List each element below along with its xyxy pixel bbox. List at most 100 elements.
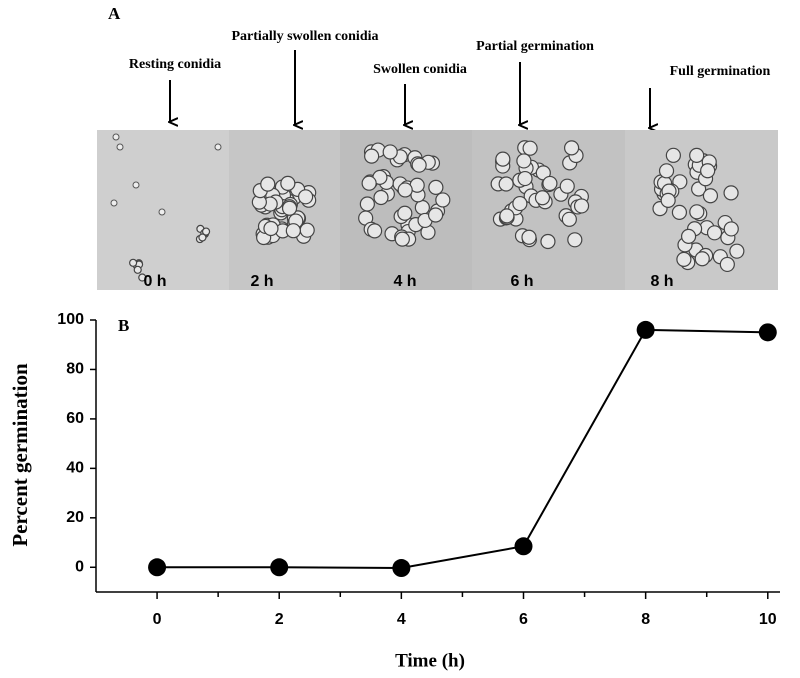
panel-a: A Resting conidia Partially swollen conidi… bbox=[97, 4, 778, 290]
cell bbox=[512, 195, 528, 212]
time-label: 6 h bbox=[510, 273, 533, 290]
cell bbox=[700, 163, 716, 179]
cell bbox=[706, 225, 723, 241]
cell bbox=[133, 265, 142, 274]
cell bbox=[260, 176, 276, 192]
data-point bbox=[514, 537, 533, 556]
data-point bbox=[392, 559, 411, 578]
time-label: 8 h bbox=[650, 273, 673, 290]
y-tick-label: 80 bbox=[66, 361, 84, 378]
cell bbox=[561, 211, 577, 227]
cell bbox=[138, 273, 147, 282]
cell bbox=[498, 176, 514, 192]
panel-label: A bbox=[108, 4, 121, 23]
cell bbox=[361, 175, 377, 191]
cell bbox=[516, 153, 532, 169]
annotation: Resting conidia bbox=[129, 57, 221, 72]
y-tick-label: 60 bbox=[66, 410, 84, 427]
annotation: Swollen conidia bbox=[373, 62, 467, 77]
y-tick-label: 20 bbox=[66, 509, 84, 526]
cell bbox=[281, 200, 298, 216]
cell bbox=[671, 204, 688, 221]
panel-b: B 0 20 40 60 80 100 0 2 4 6 8 10 Time (h) Percent germ… bbox=[8, 311, 780, 671]
annotation: Partially swollen conidia bbox=[232, 29, 379, 44]
cell bbox=[689, 147, 705, 164]
cell bbox=[559, 178, 575, 194]
y-tick-label: 100 bbox=[57, 311, 84, 328]
data-point bbox=[758, 323, 777, 342]
cell bbox=[427, 207, 444, 223]
time-label: 2 h bbox=[250, 273, 273, 290]
cell bbox=[110, 199, 118, 207]
data-point bbox=[636, 320, 655, 339]
cell bbox=[534, 190, 551, 206]
cell bbox=[364, 148, 380, 164]
cell bbox=[382, 144, 398, 160]
x-tick-label: 10 bbox=[759, 611, 777, 628]
cell bbox=[263, 220, 279, 237]
cell bbox=[132, 181, 140, 189]
cell bbox=[280, 175, 296, 191]
cell bbox=[397, 205, 413, 221]
x-axis-label: Time (h) bbox=[395, 650, 465, 671]
cell bbox=[723, 221, 739, 237]
cell bbox=[517, 170, 533, 187]
y-tick-label: 40 bbox=[66, 460, 84, 477]
cell bbox=[719, 256, 735, 273]
cell bbox=[298, 189, 314, 205]
data-point bbox=[270, 558, 289, 577]
cell bbox=[359, 196, 375, 212]
cell bbox=[112, 133, 120, 141]
annotation: Full germination bbox=[670, 64, 771, 79]
y-tick-label: 0 bbox=[75, 558, 84, 575]
cell bbox=[299, 222, 315, 238]
y-axis-label: Percent germination bbox=[8, 363, 32, 547]
cell bbox=[367, 223, 383, 239]
cell bbox=[540, 233, 556, 250]
cell bbox=[665, 147, 681, 163]
cell bbox=[694, 251, 710, 267]
cell bbox=[435, 192, 451, 208]
time-label: 4 h bbox=[393, 273, 416, 290]
panel-label: B bbox=[118, 316, 129, 335]
time-label: 0 h bbox=[143, 273, 166, 290]
cell bbox=[394, 231, 410, 247]
x-tick-label: 2 bbox=[275, 611, 284, 628]
cell bbox=[542, 175, 558, 192]
cell bbox=[522, 140, 538, 156]
cell bbox=[702, 188, 719, 204]
cell bbox=[198, 233, 207, 242]
cell bbox=[573, 198, 590, 214]
cell bbox=[397, 182, 413, 198]
cell bbox=[567, 232, 583, 248]
cell bbox=[660, 192, 676, 208]
x-tick-label: 6 bbox=[519, 611, 528, 628]
series-line bbox=[157, 328, 768, 570]
data-point bbox=[148, 558, 167, 577]
cell bbox=[495, 151, 511, 167]
cell bbox=[689, 204, 705, 220]
x-tick-label: 4 bbox=[397, 611, 406, 628]
micrograph bbox=[472, 130, 625, 290]
cell bbox=[521, 229, 537, 245]
x-tick-label: 8 bbox=[641, 611, 650, 628]
cell bbox=[201, 227, 211, 236]
cell bbox=[680, 228, 697, 244]
cell bbox=[676, 251, 692, 267]
cell bbox=[428, 179, 444, 196]
cell bbox=[285, 223, 301, 239]
cell bbox=[414, 199, 430, 216]
cell bbox=[658, 163, 675, 179]
cell bbox=[373, 189, 389, 206]
cell bbox=[158, 208, 166, 216]
cell bbox=[214, 143, 222, 151]
annotation: Partial germination bbox=[476, 39, 594, 54]
cell bbox=[116, 143, 124, 151]
cell bbox=[729, 243, 745, 259]
cell bbox=[411, 157, 427, 173]
x-tick-label: 0 bbox=[153, 611, 162, 628]
cell bbox=[563, 140, 580, 156]
cell bbox=[129, 258, 138, 267]
cell bbox=[723, 185, 739, 201]
